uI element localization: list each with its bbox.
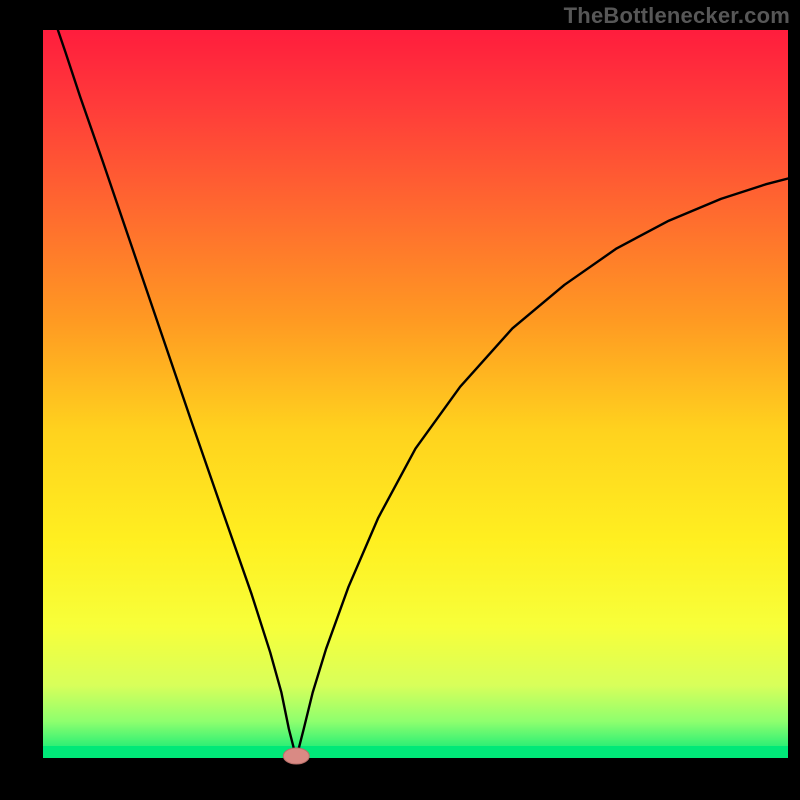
- watermark-text: TheBottlenecker.com: [564, 3, 790, 29]
- baseline-green-strip: [43, 746, 788, 758]
- gradient-background: [43, 30, 788, 758]
- minimum-marker: [283, 748, 309, 764]
- chart-svg: [0, 0, 800, 800]
- bottleneck-chart: TheBottlenecker.com: [0, 0, 800, 800]
